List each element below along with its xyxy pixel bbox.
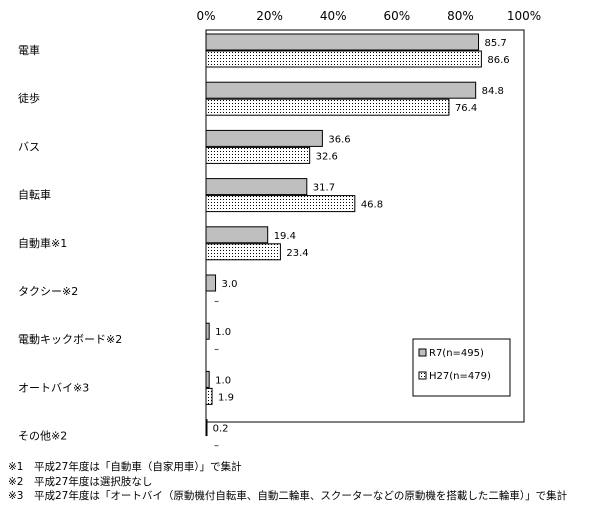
x-tick-label: 0% xyxy=(196,9,215,23)
value-label: 23.4 xyxy=(286,248,308,259)
value-label: 46.8 xyxy=(361,200,383,211)
bar-h27 xyxy=(205,387,213,405)
legend-swatch-r7 xyxy=(418,348,427,357)
bar-h27 xyxy=(205,146,311,164)
category-label: 徒歩 xyxy=(18,91,40,105)
footnote-2: ※2 平成27年度は選択肢なし xyxy=(8,475,153,488)
bar-h27 xyxy=(205,243,281,261)
category-label: 自転車 xyxy=(18,188,51,202)
x-tick-label: 80% xyxy=(447,9,474,23)
bar-h27 xyxy=(205,50,482,68)
category-label: 電動キックボード※2 xyxy=(18,332,122,346)
category-label: バス xyxy=(18,140,40,153)
value-label: 76.4 xyxy=(455,103,477,114)
x-tick-label: 20% xyxy=(256,9,283,23)
value-labels: 85.7 86.6 84.8 76.4 36.6 32.6 31.7 46.8 19.4 23.4… xyxy=(213,38,510,452)
value-label: 1.9 xyxy=(218,392,234,403)
value-label: 1.0 xyxy=(215,327,231,338)
x-tick-label: 100% xyxy=(507,9,541,23)
category-label: タクシー※2 xyxy=(18,285,78,298)
value-label: 31.7 xyxy=(313,183,335,194)
value-label: 0.2 xyxy=(213,424,229,435)
bar-chart: 0% 20% 40% 60% 80% 100% 電車徒歩バス自転車自動車※1タクシー※2電… xyxy=(18,9,541,452)
bar-r7 xyxy=(205,274,217,292)
legend-label: H27(n=479) xyxy=(429,371,491,382)
category-label: その他※2 xyxy=(18,430,67,443)
legend-swatch-h27 xyxy=(418,371,427,380)
value-label: 85.7 xyxy=(485,38,507,49)
plot-frame xyxy=(205,29,525,423)
value-label: – xyxy=(214,344,219,355)
value-label: – xyxy=(214,296,219,307)
value-label: 36.6 xyxy=(328,134,350,145)
footnote-3: ※3 平成27年度は「オートバイ（原動機付自転車、自動二輪車、スクーターなどの原… xyxy=(8,490,568,502)
bar-r7 xyxy=(205,129,323,147)
footnote-1: ※1 平成27年度は「自動車（自家用車）」で集計 xyxy=(8,461,242,473)
bar-r7 xyxy=(205,178,308,196)
legend-label: R7(n=495) xyxy=(429,348,484,359)
legend-box xyxy=(412,338,511,397)
category-label: 電車 xyxy=(18,43,40,57)
value-label: 3.0 xyxy=(222,279,238,290)
category-label: 自動車※1 xyxy=(18,236,67,250)
value-label: 84.8 xyxy=(482,86,504,97)
bar-r7 xyxy=(205,33,480,51)
legend: R7(n=495) H27(n=479) xyxy=(412,338,511,397)
category-label: オートバイ※3 xyxy=(18,381,89,394)
bar-r7 xyxy=(205,226,269,244)
value-label: 19.4 xyxy=(274,231,296,242)
x-tick-label: 60% xyxy=(383,9,410,23)
bar-h27 xyxy=(205,98,450,116)
bar-h27 xyxy=(205,195,356,213)
footnotes: ※1 平成27年度は「自動車（自家用車）」で集計 ※2 平成27年度は選択肢なし… xyxy=(8,460,567,504)
value-label: 1.0 xyxy=(215,375,231,386)
value-label: – xyxy=(214,441,219,452)
value-label: 32.6 xyxy=(316,151,338,162)
bar-r7 xyxy=(205,81,477,99)
value-label: 86.6 xyxy=(487,55,509,66)
x-axis-ticks: 0% 20% 40% 60% 80% 100% xyxy=(196,9,541,23)
x-tick-label: 40% xyxy=(320,9,347,23)
